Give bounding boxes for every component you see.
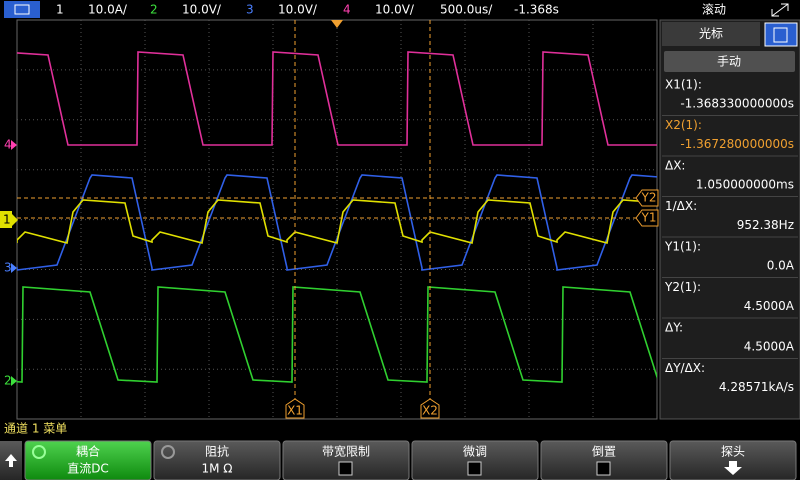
mode-label: 手动 — [717, 55, 741, 69]
channel-number: 3 — [246, 3, 254, 17]
softkey[interactable] — [411, 440, 539, 480]
ch1-marker-box — [0, 211, 12, 228]
softkey[interactable] — [153, 440, 281, 480]
softkey-knob-icon — [161, 445, 175, 459]
ch2-arrow — [11, 376, 17, 386]
channel-scale: 10.0A/ — [88, 3, 128, 17]
channel-number: 1 — [56, 3, 64, 17]
softkey-label: 探头 — [721, 445, 745, 459]
softkey[interactable] — [282, 440, 410, 480]
readout-value: 4.5000A — [744, 299, 795, 313]
acq-mode: 滚动 — [702, 2, 726, 17]
readout-label: ΔX: — [665, 159, 685, 173]
delay: -1.368s — [514, 3, 559, 17]
x2-label: X2 — [422, 404, 438, 418]
readout-value: -1.367280000000s — [680, 137, 794, 151]
softkey[interactable] — [540, 440, 668, 480]
softkey-label: 耦合 — [76, 444, 100, 459]
ch2-marker: 2 — [4, 374, 12, 388]
readout-label: ΔY: — [665, 321, 683, 335]
waveform — [17, 286, 657, 383]
readout-value: 952.38Hz — [737, 218, 794, 232]
y1-label: Y1 — [641, 211, 657, 225]
readout-label: Y1(1): — [664, 240, 701, 254]
readout-label: 1/ΔX: — [665, 199, 697, 213]
softkey[interactable] — [24, 440, 152, 480]
y2-label: Y2 — [641, 191, 657, 205]
waveform — [17, 199, 657, 244]
x2-tag — [420, 398, 440, 419]
ch1-arrow — [12, 214, 18, 226]
readout-label: Y2(1): — [664, 280, 701, 294]
readout-value: 1.050000000ms — [696, 178, 794, 192]
ch4-arrow — [11, 140, 17, 150]
y2-tag — [635, 189, 659, 207]
softkey[interactable] — [669, 440, 797, 480]
waveform — [17, 51, 657, 146]
readout-value: 4.5000A — [744, 340, 795, 354]
cursor-panel — [659, 19, 800, 420]
trigger-icon — [771, 3, 789, 17]
x1-tag — [285, 398, 305, 419]
readouts: X1(1): -1.368330000000s X2(1): -1.367280000… — [662, 78, 798, 394]
ch4-marker: 4 — [4, 138, 12, 152]
menu-icon — [14, 4, 30, 15]
timebase: 500.0us/ — [440, 3, 493, 17]
softkey-label: 倒置 — [592, 445, 616, 459]
readout-label: X1(1): — [665, 78, 702, 92]
channel-number: 2 — [150, 3, 158, 17]
readout-value: 4.28571kA/s — [719, 380, 794, 394]
ch3-arrow — [11, 263, 17, 273]
softkey-knob-icon — [32, 445, 46, 459]
mode-button[interactable] — [664, 51, 795, 72]
ch3-marker: 3 — [4, 261, 12, 275]
ch1-marker: 1 — [3, 213, 11, 227]
softkey-checkbox[interactable] — [338, 461, 353, 476]
x1-label: X1 — [287, 404, 303, 418]
waveforms — [17, 51, 657, 383]
readout-value: 0.0A — [767, 259, 795, 273]
panel-tab — [662, 22, 760, 46]
panel-icon-doc — [773, 27, 788, 43]
softkey-value: 1M Ω — [202, 462, 233, 476]
softkey-checkbox[interactable] — [467, 461, 482, 476]
softkey-value: 直流DC — [67, 462, 109, 476]
graticule — [17, 20, 657, 419]
channel-number: 4 — [343, 3, 351, 17]
softkey-label: 带宽限制 — [322, 444, 370, 459]
readout-label: ΔY/ΔX: — [665, 361, 705, 375]
softkey-checkbox[interactable] — [596, 461, 611, 476]
y1-tag — [635, 209, 659, 227]
channel-scale: 10.0V/ — [375, 3, 415, 17]
panel-icon[interactable] — [764, 22, 798, 47]
readout-label: X2(1): — [665, 118, 702, 132]
softkey-label: 阻抗 — [205, 444, 229, 459]
trigger-position — [331, 20, 343, 28]
channel-scale: 10.0V/ — [182, 3, 222, 17]
channel-scale: 10.0V/ — [278, 3, 318, 17]
panel-title: 光标 — [699, 27, 723, 41]
waveform — [17, 174, 657, 271]
menu-title: 通道 1 菜单 — [4, 422, 67, 436]
menu-button[interactable] — [4, 1, 40, 18]
softkey-label: 微调 — [463, 445, 487, 459]
up-arrow — [5, 454, 17, 467]
softkey-arrow — [724, 461, 742, 475]
readout-value: -1.368330000000s — [680, 97, 794, 111]
